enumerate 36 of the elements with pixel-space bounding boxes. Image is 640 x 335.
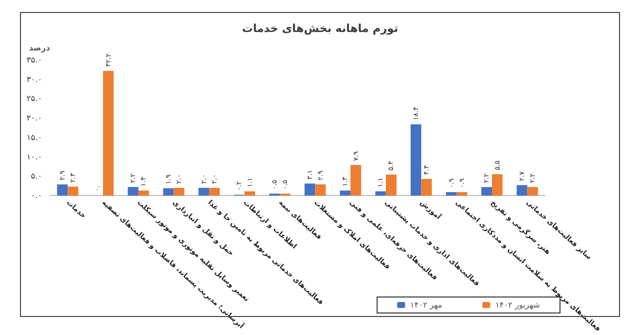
bar [103, 70, 114, 196]
bar [386, 174, 396, 196]
bar [516, 185, 528, 196]
y-tick-label: ۱۰.۰ [26, 152, 42, 162]
y-tick-label: ۳۰.۰ [26, 74, 42, 84]
bar [138, 190, 149, 196]
y-tick-label: ۲۰.۰ [26, 114, 42, 123]
y-tick-label: ۰.۰ [30, 191, 42, 200]
bar [421, 178, 432, 196]
legend-label: مهر ۱۴۰۲ [410, 300, 442, 310]
bar [57, 184, 68, 196]
y-tick-label: ۵.۰ [30, 172, 42, 181]
bar [527, 187, 538, 196]
legend-label: شهریور ۱۴۰۲ [495, 300, 540, 310]
bar [304, 184, 316, 196]
bar [375, 191, 386, 196]
bar [340, 190, 351, 196]
bar [456, 192, 468, 196]
bar [481, 187, 492, 196]
bar [198, 188, 210, 196]
bar [492, 174, 503, 196]
bar [68, 186, 78, 196]
bar [244, 191, 256, 196]
bar [446, 192, 457, 196]
bar [174, 188, 184, 196]
y-tick-label: ۳۵.۰ [26, 56, 42, 64]
bar [410, 124, 422, 196]
bar [350, 164, 362, 196]
bar [128, 187, 138, 196]
bar [315, 184, 326, 196]
y-tick-label: ۲۵.۰ [26, 94, 42, 104]
y-tick-label: ۱۵.۰ [26, 132, 42, 142]
bar [209, 188, 220, 196]
bar [163, 188, 174, 196]
y-axis-title: درصد [28, 44, 50, 52]
chart-title: تورم ماهانه بخش‌های خدمات [242, 22, 398, 35]
